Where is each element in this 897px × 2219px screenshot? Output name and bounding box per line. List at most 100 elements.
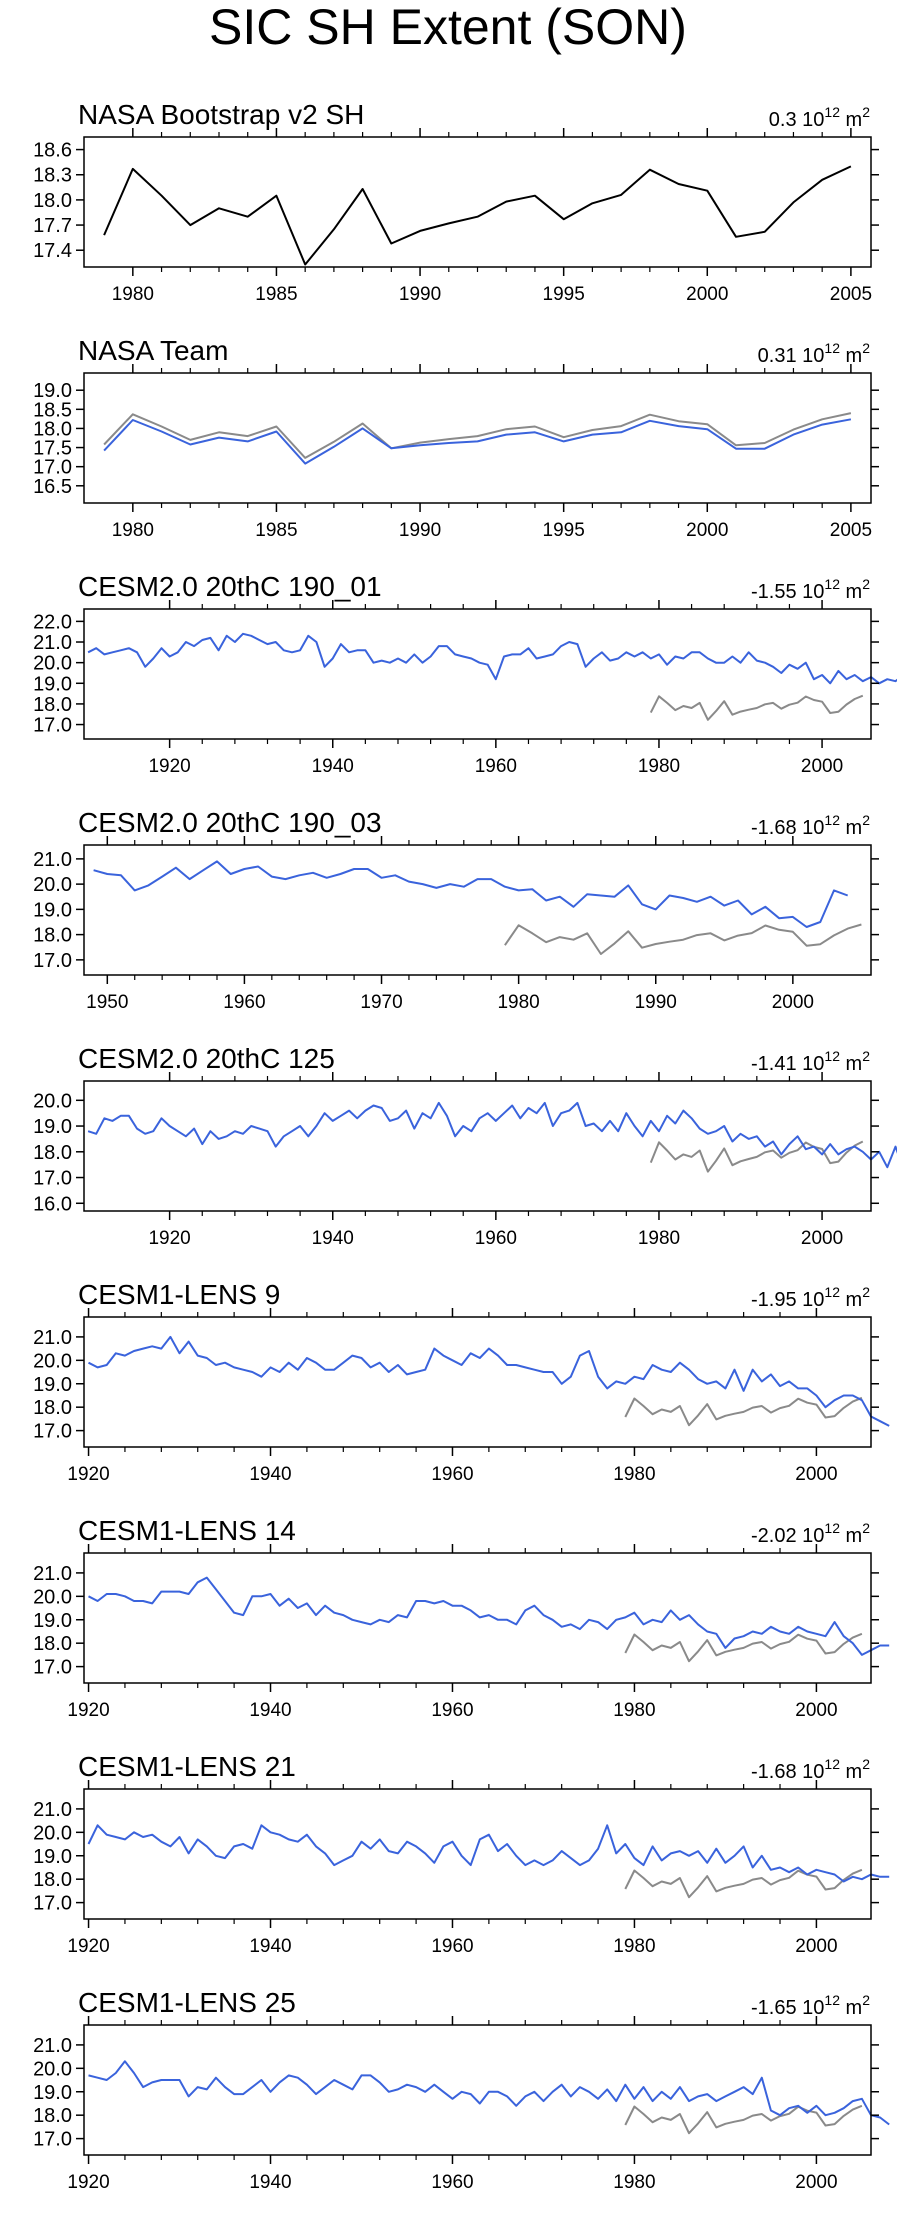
- y-tick-label: 21.0: [33, 1799, 72, 1821]
- panel-title: CESM1-LENS 25: [78, 1987, 296, 2018]
- trend-exponent: 12: [824, 812, 840, 828]
- y-tick-label: 17.4: [33, 240, 72, 262]
- x-tick-label: 1940: [312, 756, 354, 777]
- x-tick-label: 2000: [795, 1936, 837, 1957]
- y-tick-label: 17.5: [33, 438, 72, 460]
- y-tick-label: 19.0: [33, 1846, 72, 1868]
- y-tick-label: 22.0: [33, 611, 72, 633]
- trend-unit: 10: [802, 345, 824, 367]
- series-line-observation: [649, 1140, 864, 1173]
- trend-label: -1.95 1012 m2: [751, 1284, 870, 1311]
- x-tick-label: 1980: [638, 1228, 680, 1249]
- series-line-model: [88, 2060, 890, 2126]
- trend-suffix-exponent: 2: [862, 1284, 870, 1300]
- trend-unit: 10: [802, 1997, 824, 2019]
- trend-unit: 10: [802, 1761, 824, 1783]
- x-tick-label: 1960: [223, 992, 265, 1013]
- x-tick-label: 1985: [255, 284, 297, 305]
- y-tick-label: 21.0: [33, 1563, 72, 1585]
- y-tick-label: 21.0: [33, 2035, 72, 2057]
- panel-title: CESM2.0 20thC 190_03: [78, 807, 382, 838]
- x-tick-label: 1940: [249, 1464, 291, 1485]
- series-line-observation: [649, 694, 864, 721]
- x-tick-label: 1980: [497, 992, 539, 1013]
- plot-frame: [83, 844, 872, 976]
- x-tick-label: 1920: [148, 756, 190, 777]
- x-tick-label: 1960: [475, 756, 517, 777]
- y-tick-label: 19.0: [33, 673, 72, 695]
- trend-suffix: m: [840, 345, 862, 367]
- x-tick-label: 1920: [67, 2172, 109, 2193]
- y-tick-label: 19.0: [33, 380, 72, 402]
- panel-5: CESM2.0 20thC 125 -1.41 1012 m2 20.0 19.0 18…: [33, 1043, 897, 1249]
- panel-title: CESM1-LENS 14: [78, 1515, 296, 1546]
- x-tick-label: 2000: [801, 756, 843, 777]
- trend-suffix-exponent: 2: [862, 1048, 870, 1064]
- x-tick-label: 1980: [613, 1464, 655, 1485]
- y-tick-label: 19.0: [33, 1374, 72, 1396]
- panel-title: CESM2.0 20thC 125: [78, 1043, 335, 1074]
- y-tick-label: 18.0: [33, 1397, 72, 1419]
- panel-2: NASA Team 0.31 1012 m2 19.018.518.017.517.…: [33, 335, 879, 541]
- trend-unit: 10: [802, 1289, 824, 1311]
- x-tick-label: 1995: [543, 520, 585, 541]
- y-tick-label: 20.0: [33, 653, 72, 675]
- trend-unit: 10: [802, 581, 824, 603]
- x-tick-label: 1960: [475, 1228, 517, 1249]
- y-tick-label: 18.0: [33, 1869, 72, 1891]
- y-tick-label: 18.3: [33, 165, 72, 187]
- x-tick-label: 2000: [795, 1700, 837, 1721]
- x-tick-label: 1980: [112, 520, 154, 541]
- y-tick-label: 17.7: [33, 215, 72, 237]
- series-line-model: [87, 632, 897, 685]
- series-line-model: [88, 1335, 890, 1427]
- panel-title: CESM1-LENS 21: [78, 1751, 296, 1782]
- x-tick-label: 2000: [801, 1228, 843, 1249]
- series-line-reference: [103, 165, 852, 266]
- panels-container: NASA Bootstrap v2 SH 0.3 1012 m218.618.31…: [33, 99, 897, 2193]
- x-tick-label: 1985: [255, 520, 297, 541]
- y-tick-label: 19.0: [33, 1610, 72, 1632]
- series-line-observation: [624, 1396, 863, 1427]
- trend-suffix-exponent: 2: [862, 104, 870, 120]
- x-tick-label: 2000: [686, 520, 728, 541]
- trend-exponent: 12: [824, 1520, 840, 1536]
- y-tick-label: 18.0: [33, 1633, 72, 1655]
- trend-suffix-exponent: 2: [862, 812, 870, 828]
- x-tick-label: 1970: [360, 992, 402, 1013]
- series-line-observation: [624, 1632, 863, 1663]
- plot-frame: [83, 1316, 872, 1448]
- series-line-model: [93, 860, 849, 928]
- x-tick-label: 1990: [399, 520, 441, 541]
- panel-6: CESM1-LENS 9 -1.95 1012 m2 21.020.019.018.…: [33, 1279, 890, 1485]
- trend-label: 0.31 1012 m2: [758, 340, 871, 367]
- x-tick-label: 2000: [686, 284, 728, 305]
- y-tick-label: 16.0: [33, 1193, 72, 1215]
- trend-value: -2.02: [751, 1525, 802, 1547]
- trend-suffix: m: [840, 1525, 862, 1547]
- x-tick-label: 1960: [431, 1936, 473, 1957]
- trend-label: 0.3 1012 m2: [769, 104, 870, 131]
- x-tick-label: 1940: [312, 1228, 354, 1249]
- trend-unit: 10: [802, 109, 824, 131]
- trend-value: 0.3: [769, 109, 802, 131]
- trend-value: -1.41: [751, 1053, 802, 1075]
- trend-exponent: 12: [824, 1048, 840, 1064]
- x-tick-label: 1960: [431, 2172, 473, 2193]
- trend-unit: 10: [802, 1525, 824, 1547]
- panel-1: NASA Bootstrap v2 SH 0.3 1012 m2 18.6 18.3 1…: [33, 99, 879, 305]
- trend-label: -1.41 1012 m2: [751, 1048, 870, 1075]
- y-tick-label: 18.5: [33, 399, 72, 421]
- y-tick-label: 17.0: [33, 1893, 72, 1915]
- panel-title: CESM2.0 20thC 190_01: [78, 571, 382, 602]
- y-tick-label: 21.0: [33, 632, 72, 654]
- panel-title: NASA Bootstrap v2 SH: [78, 99, 364, 130]
- plot-frame: [83, 1552, 872, 1684]
- figure-title: SIC SH Extent (SON): [209, 0, 687, 55]
- x-tick-label: 1940: [249, 2172, 291, 2193]
- trend-suffix: m: [840, 1761, 862, 1783]
- trend-suffix-exponent: 2: [862, 1520, 870, 1536]
- x-tick-label: 2000: [772, 992, 814, 1013]
- y-tick-label: 19.0: [33, 1116, 72, 1138]
- x-tick-label: 1920: [67, 1936, 109, 1957]
